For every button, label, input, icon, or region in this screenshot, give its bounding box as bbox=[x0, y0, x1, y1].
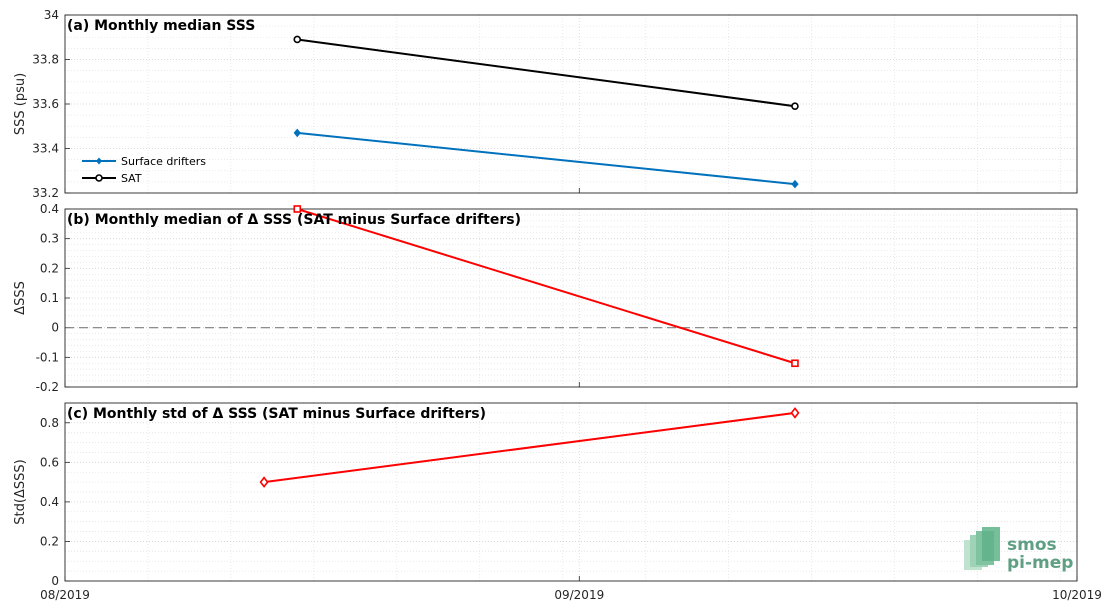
y-tick-label: 33.8 bbox=[32, 53, 59, 67]
y-tick-label: 33.2 bbox=[32, 186, 59, 200]
data-point bbox=[791, 179, 799, 189]
smos-pi-mep-logo: smos pi-mep bbox=[964, 527, 1073, 573]
legend-marker bbox=[96, 157, 102, 165]
smos-layered-logo-icon bbox=[964, 527, 1000, 570]
x-tick-label: 10/2019 bbox=[1052, 588, 1102, 602]
y-tick-label: 0.4 bbox=[40, 202, 59, 216]
data-point bbox=[790, 407, 800, 419]
data-point bbox=[791, 359, 799, 368]
logo-text-pi-mep: pi-mep bbox=[1007, 553, 1073, 573]
y-tick-label: 0.8 bbox=[40, 416, 59, 430]
y-tick-label: -0.1 bbox=[36, 350, 59, 364]
data-point bbox=[293, 35, 302, 44]
y-axis-label: Std(ΔSSS) bbox=[13, 459, 28, 524]
series-line-sat bbox=[297, 38, 796, 108]
panel-c: 0 0.2 0.4 0.6 0.8 Std(ΔSSS) (c) Monthly std of… bbox=[13, 402, 1078, 588]
y-tick-label: 0.1 bbox=[40, 291, 59, 305]
y-tick-label: 0.2 bbox=[40, 261, 59, 275]
y-tick-label: 0.4 bbox=[40, 495, 59, 509]
legend-marker bbox=[95, 174, 103, 182]
series-line-delta bbox=[296, 208, 796, 365]
legend: Surface drifters SAT bbox=[82, 155, 206, 185]
logo-text-smos: smos bbox=[1007, 535, 1057, 555]
y-tick-label: 34 bbox=[44, 8, 59, 22]
panel-title: (b) Monthly median of Δ SSS (SAT minus S… bbox=[67, 212, 521, 228]
data-point bbox=[293, 128, 301, 138]
y-tick-label: 0.6 bbox=[40, 455, 59, 469]
plot-area bbox=[65, 15, 1077, 193]
series-line-surface-drifters bbox=[297, 131, 796, 186]
data-point bbox=[259, 476, 269, 488]
y-tick-label: 0.2 bbox=[40, 534, 59, 548]
data-point bbox=[791, 102, 799, 111]
y-tick-label: -0.2 bbox=[36, 380, 59, 394]
y-tick-label: 0 bbox=[51, 574, 59, 588]
panel-b: -0.2 -0.1 0 0.1 0.2 0.3 0.4 ΔSSS (b) Monthly med… bbox=[13, 202, 1078, 394]
y-axis-label: ΔSSS bbox=[13, 281, 28, 315]
y-tick-label: 0.3 bbox=[40, 232, 59, 246]
legend-label: Surface drifters bbox=[121, 155, 206, 168]
x-tick-label: 08/2019 bbox=[40, 588, 90, 602]
y-axis-label: SSS (psu) bbox=[13, 73, 28, 135]
legend-label: SAT bbox=[121, 172, 142, 185]
panel-title: (c) Monthly std of Δ SSS (SAT minus Surf… bbox=[67, 406, 486, 422]
data-point bbox=[293, 205, 302, 213]
series-line-delta bbox=[263, 411, 796, 484]
panel-title: (a) Monthly median SSS bbox=[67, 18, 255, 34]
panel-a: 33.2 33.4 33.6 33.8 34 SSS (psu) (a) Monthly m… bbox=[13, 8, 1078, 200]
plot-area bbox=[65, 209, 1077, 387]
axes-box bbox=[64, 14, 1078, 194]
y-tick-label: 33.6 bbox=[32, 97, 59, 111]
y-tick-label: 0 bbox=[51, 321, 59, 335]
plot-area bbox=[65, 403, 1077, 581]
axes-box bbox=[64, 208, 1078, 388]
x-tick-label: 09/2019 bbox=[554, 588, 604, 602]
y-tick-label: 33.4 bbox=[32, 142, 59, 156]
axes-box bbox=[64, 402, 1078, 582]
